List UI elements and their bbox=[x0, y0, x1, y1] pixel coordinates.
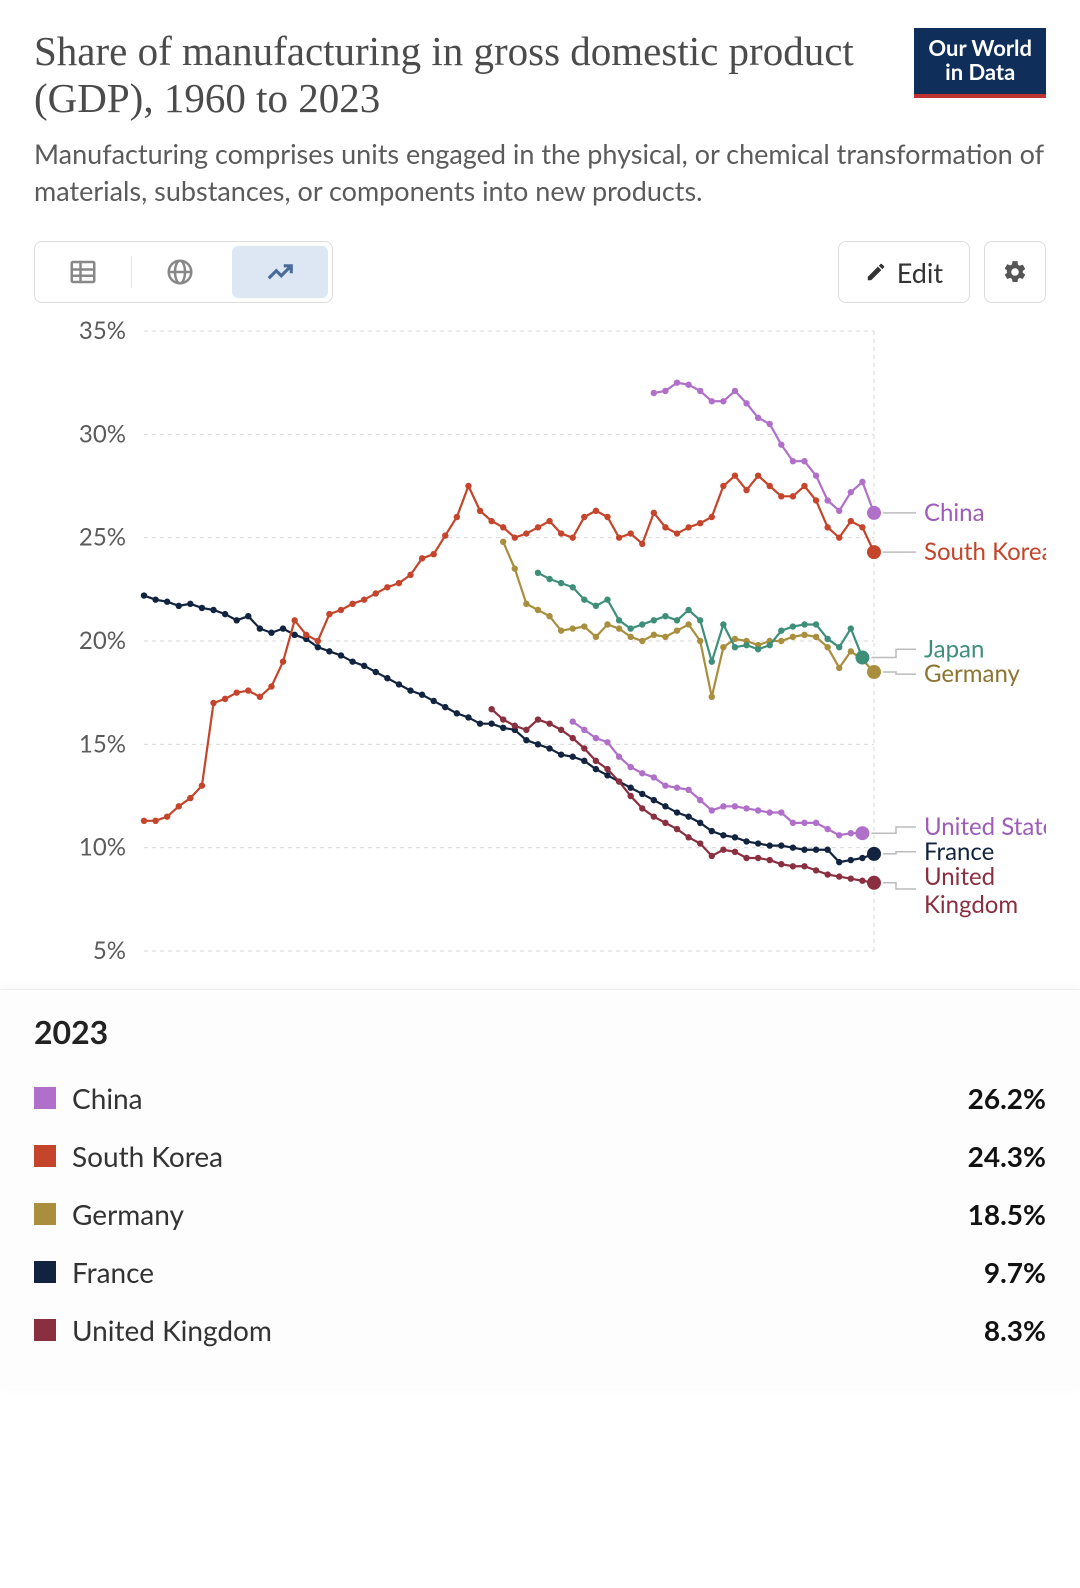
legend-value: 24.3% bbox=[968, 1139, 1046, 1173]
svg-text:30%: 30% bbox=[79, 419, 126, 448]
line-chart-svg: 5%10%15%20%25%30%35%ChinaSouth KoreaJapa… bbox=[34, 321, 1046, 981]
legend-year: 2023 bbox=[34, 1012, 1046, 1051]
table-view-tab[interactable] bbox=[35, 242, 131, 302]
legend-name: China bbox=[72, 1081, 143, 1115]
legend-row[interactable]: United Kingdom 8.3% bbox=[34, 1301, 1046, 1359]
logo-line2: in Data bbox=[928, 60, 1032, 84]
globe-icon bbox=[165, 257, 195, 287]
svg-text:10%: 10% bbox=[79, 833, 126, 862]
svg-text:5%: 5% bbox=[93, 936, 126, 965]
legend-swatch bbox=[34, 1087, 56, 1109]
svg-text:South Korea: South Korea bbox=[924, 537, 1046, 566]
legend-row[interactable]: South Korea 24.3% bbox=[34, 1127, 1046, 1185]
page-title: Share of manufacturing in gross domestic… bbox=[34, 28, 894, 122]
table-icon bbox=[68, 257, 98, 287]
page-subtitle: Manufacturing comprises units engaged in… bbox=[34, 136, 1046, 209]
legend-value: 9.7% bbox=[984, 1255, 1046, 1289]
toolbar: Edit bbox=[34, 241, 1046, 303]
svg-text:United: United bbox=[924, 862, 995, 891]
legend-row[interactable]: France 9.7% bbox=[34, 1243, 1046, 1301]
svg-text:China: China bbox=[924, 498, 985, 527]
logo-line1: Our World bbox=[928, 36, 1032, 60]
pencil-icon bbox=[865, 261, 887, 283]
legend-name: United Kingdom bbox=[72, 1313, 272, 1347]
legend-row[interactable]: Germany 18.5% bbox=[34, 1185, 1046, 1243]
map-view-tab[interactable] bbox=[132, 242, 228, 302]
legend-swatch bbox=[34, 1319, 56, 1341]
legend-name: France bbox=[72, 1255, 154, 1289]
gear-icon bbox=[1002, 259, 1028, 285]
legend-swatch bbox=[34, 1145, 56, 1167]
settings-button[interactable] bbox=[984, 241, 1046, 303]
legend-value: 18.5% bbox=[968, 1197, 1046, 1231]
legend-name: South Korea bbox=[72, 1139, 223, 1173]
svg-text:Kingdom: Kingdom bbox=[924, 890, 1018, 919]
legend-name: Germany bbox=[72, 1197, 184, 1231]
owid-logo: Our World in Data bbox=[914, 28, 1046, 98]
svg-text:Germany: Germany bbox=[924, 659, 1021, 688]
chart[interactable]: 5%10%15%20%25%30%35%ChinaSouth KoreaJapa… bbox=[34, 321, 1046, 985]
legend-value: 8.3% bbox=[984, 1313, 1046, 1347]
legend-row[interactable]: China 26.2% bbox=[34, 1069, 1046, 1127]
edit-button[interactable]: Edit bbox=[838, 241, 970, 303]
svg-text:25%: 25% bbox=[79, 523, 126, 552]
chart-view-tab[interactable] bbox=[232, 246, 328, 298]
view-tabs bbox=[34, 241, 333, 303]
edit-button-label: Edit bbox=[897, 256, 943, 289]
legend-swatch bbox=[34, 1203, 56, 1225]
svg-text:15%: 15% bbox=[79, 729, 126, 758]
legend-panel: 2023 China 26.2% South Korea 24.3% Germa… bbox=[0, 989, 1080, 1389]
svg-text:20%: 20% bbox=[79, 626, 126, 655]
legend-value: 26.2% bbox=[968, 1081, 1046, 1115]
legend-swatch bbox=[34, 1261, 56, 1283]
chart-icon bbox=[265, 257, 295, 287]
svg-text:35%: 35% bbox=[79, 321, 126, 345]
